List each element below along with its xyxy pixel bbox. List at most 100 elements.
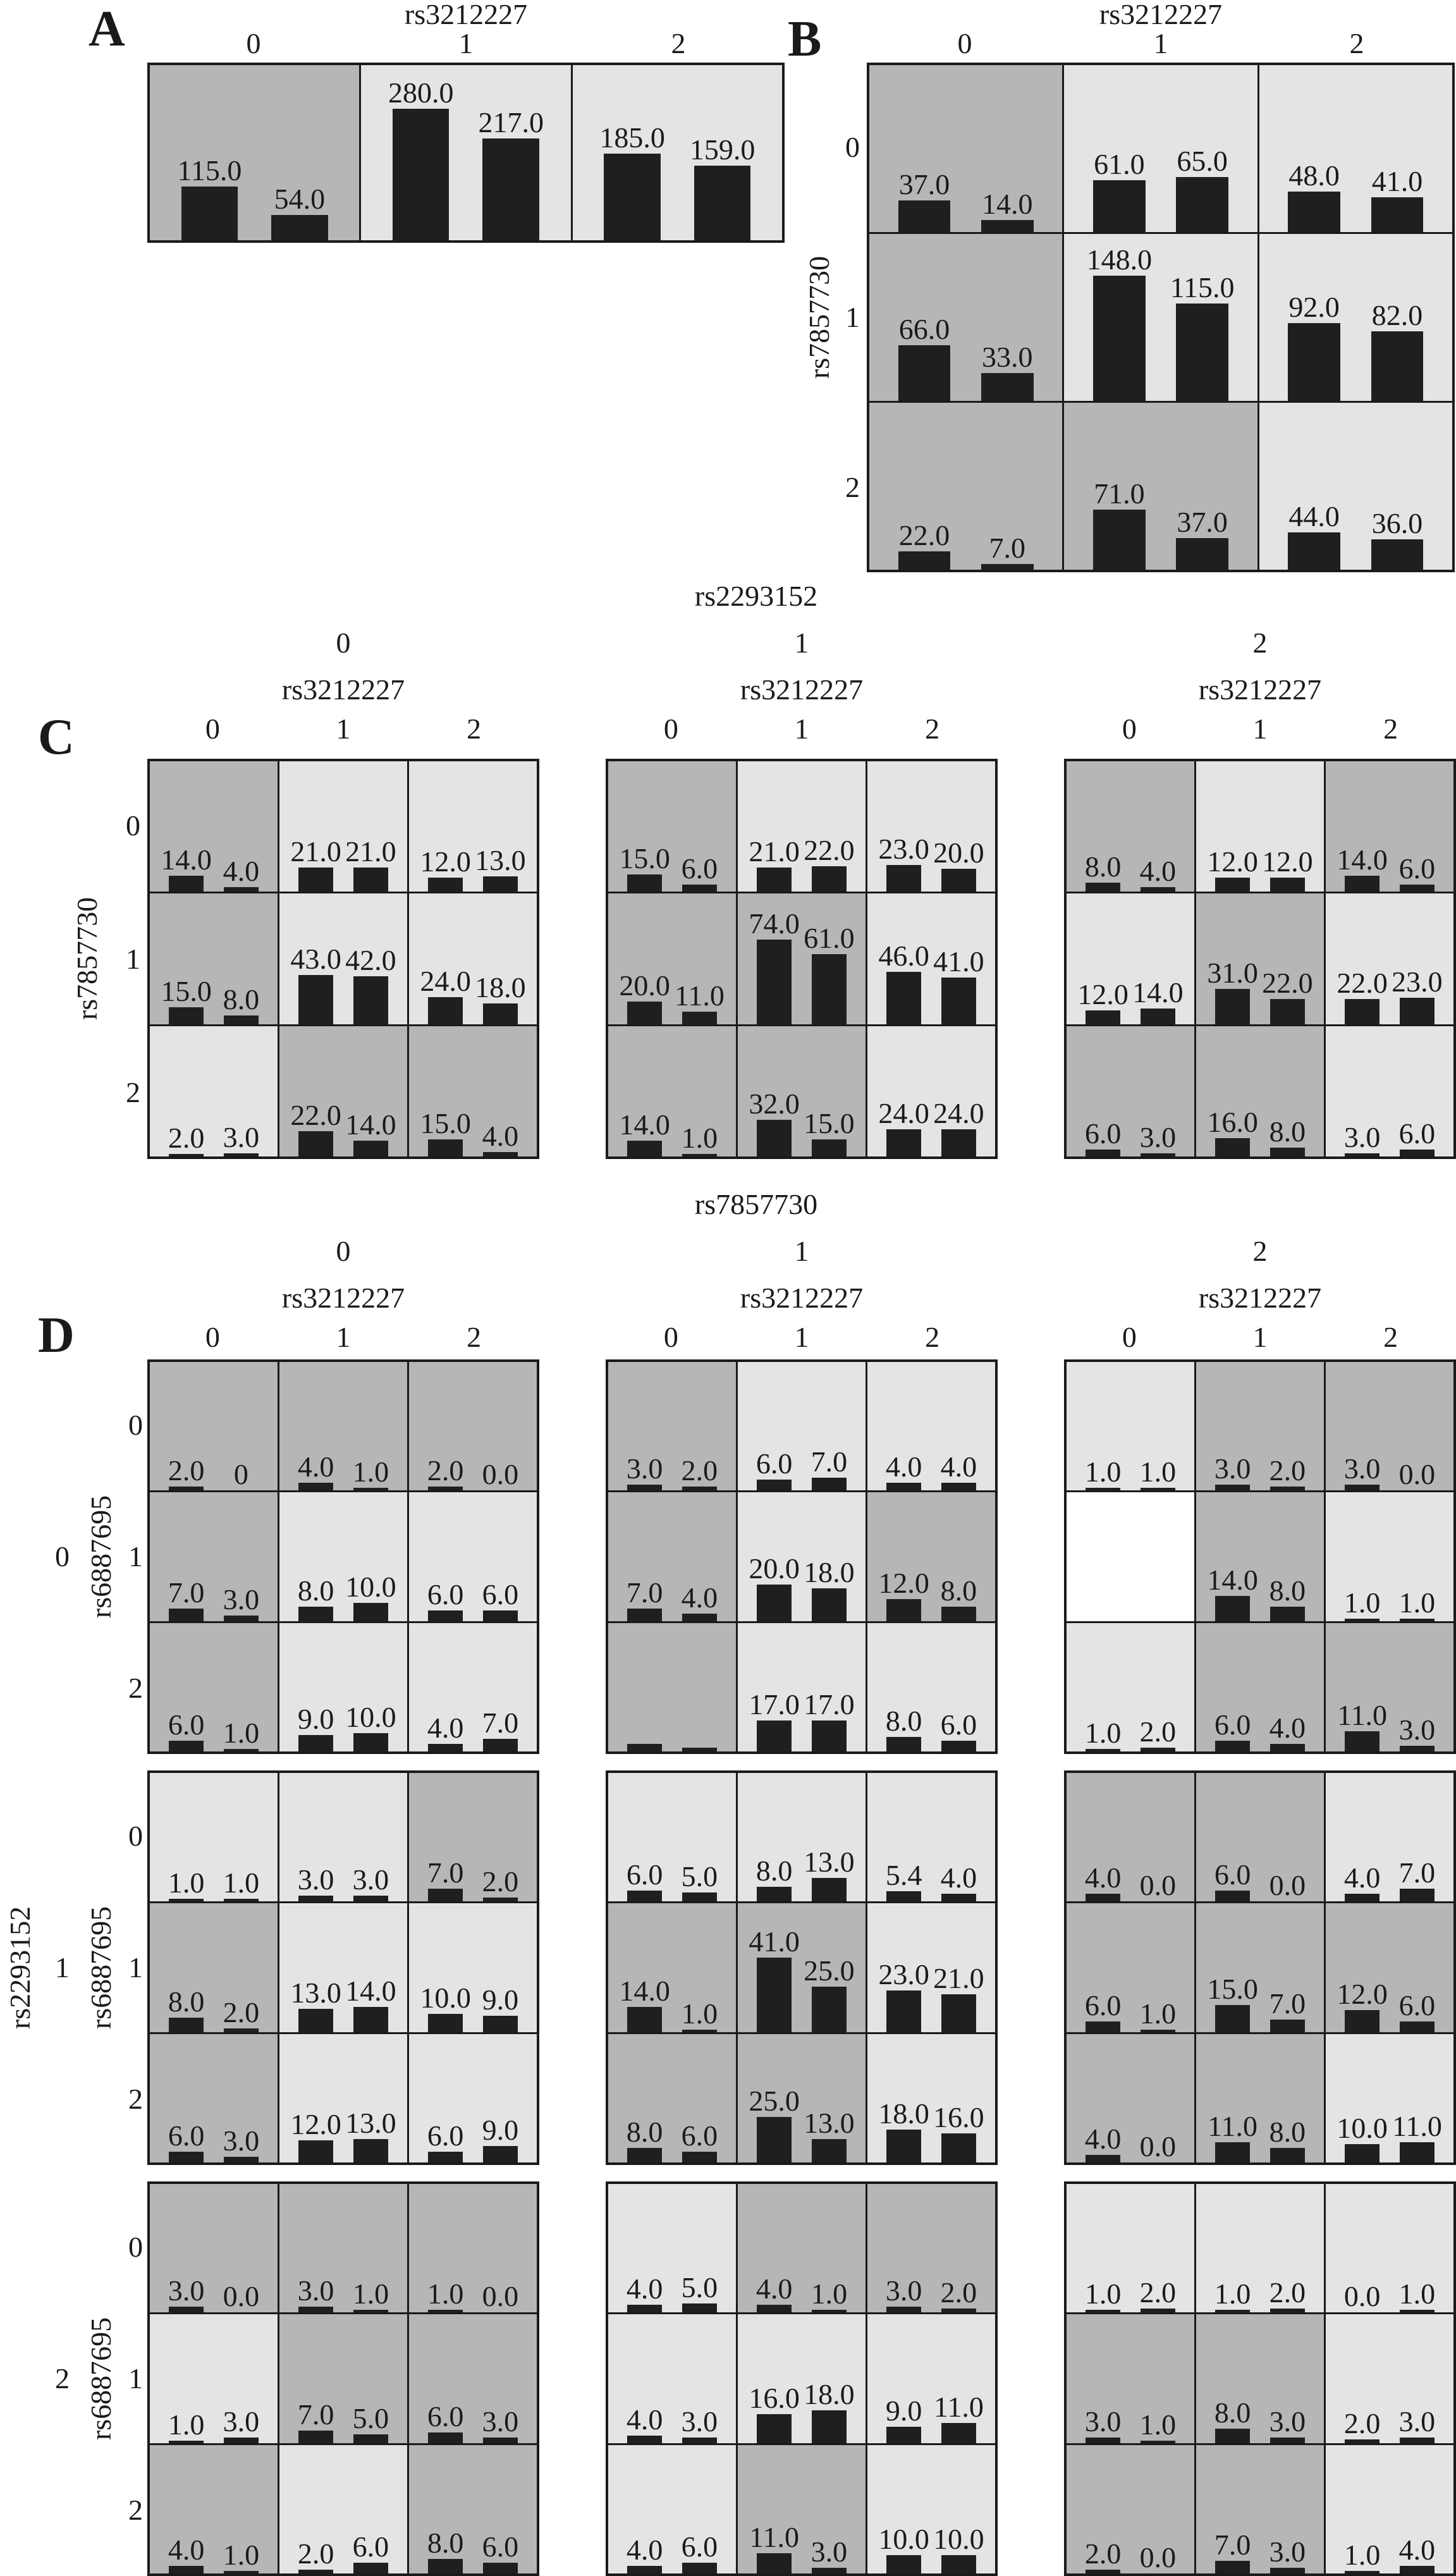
bar	[757, 1119, 792, 1156]
bar-value-label: 15.0	[619, 842, 670, 875]
bar-value-label: 3.0	[297, 1863, 334, 1896]
bar-value-label: 8.0	[940, 1574, 977, 1607]
bar-value-label: 22.0	[1337, 966, 1388, 999]
mosaic-cell: 8.0 6.0	[867, 1622, 995, 1751]
mosaic-cell: 4.0 4.0	[867, 1362, 995, 1491]
bar	[224, 2028, 259, 2032]
bar	[428, 2432, 463, 2443]
bar-value-label: 25.0	[804, 1954, 855, 1987]
mosaic-cell: 71.0 37.0	[1064, 403, 1257, 570]
bar	[682, 1613, 717, 1621]
col-label: 1	[794, 1321, 809, 1353]
panel-d-group-axis: rs7857730	[694, 1188, 818, 1220]
bar	[1400, 1745, 1435, 1751]
mosaic-cell: 12.0 14.0	[1067, 893, 1194, 1024]
bar	[886, 971, 921, 1024]
mosaic-cell: 3.0 2.0	[1196, 1362, 1324, 1491]
mosaic-cell: 23.0 20.0	[867, 761, 995, 892]
bar-value-label: 10.0	[345, 1700, 396, 1733]
bar	[1400, 885, 1435, 892]
mosaic-cell: 8.0 6.0	[608, 2033, 736, 2162]
bar-value-label: 2.0	[1084, 2537, 1122, 2570]
mosaic-cell: 43.0 42.0	[279, 893, 407, 1024]
mosaic-cell: 4.0 1.0	[738, 2184, 866, 2313]
bar	[1141, 1153, 1175, 1156]
bar-value-label: 23.0	[878, 833, 929, 866]
bar	[1400, 2021, 1435, 2032]
sub-title: rs3212227	[1198, 673, 1322, 706]
bar	[1288, 532, 1340, 570]
bar-value-label: 4.0	[885, 1451, 922, 1483]
mosaic-cell: 10.0 11.0	[1326, 2033, 1453, 2162]
bar-value-label: 6.0	[681, 2530, 718, 2563]
mosaic-cell: 3.0 6.0	[1326, 1026, 1453, 1156]
panel-d-grid-0-2: 1.0 1.0 3.0 2.0 3.0 0.0 14.0 8.0 1.0 1.0 1.0 2.0 6.0…	[1064, 1359, 1456, 1754]
bar-value-label: 4.0	[168, 2533, 205, 2566]
bar-value-label: 41.0	[1371, 165, 1423, 197]
col-label: 0	[663, 1321, 678, 1353]
bar-value-label: 37.0	[1177, 506, 1228, 538]
mosaic-cell: 12.0 8.0	[867, 1492, 995, 1621]
panel-b-grid: 37.0 14.0 61.0 65.0 48.0 41.0 66.0 33.0 148.0 115…	[867, 63, 1455, 572]
bar	[1086, 1010, 1120, 1024]
bar-value-label: 1.0	[168, 1867, 205, 1899]
bar-value-label: 10.0	[878, 2522, 929, 2555]
bar	[1345, 2009, 1380, 2032]
bar-value-label: 31.0	[1207, 956, 1258, 989]
mosaic-cell: 20.0 11.0	[608, 893, 736, 1024]
bar	[1345, 1485, 1380, 1491]
bar	[224, 2437, 259, 2443]
bar-value-label: 1.0	[352, 2278, 389, 2310]
bar-value-label: 7.0	[1269, 1987, 1306, 2020]
mosaic-cell: 2.0 6.0	[279, 2444, 407, 2573]
bar	[428, 1610, 463, 1621]
bar	[682, 2303, 717, 2313]
row-label: 1	[128, 1951, 143, 1984]
mosaic-cell: 4.0 5.0	[608, 2184, 736, 2313]
bar-value-label: 7.0	[297, 2398, 334, 2431]
bar-value-label: 12.0	[1077, 978, 1129, 1010]
bar-value-label: 4.0	[1269, 1711, 1306, 1744]
bar-value-label: 3.0	[626, 1452, 663, 1485]
mosaic-cell: 14.0 4.0	[150, 761, 278, 892]
bar-value-label: 6.0	[427, 1578, 464, 1610]
mosaic-cell: 15.0 7.0	[1196, 1903, 1324, 2032]
bar-value-label: 54.0	[274, 183, 326, 215]
mosaic-cell: 14.0 6.0	[1326, 761, 1453, 892]
mosaic-cell: 13.0 14.0	[279, 1903, 407, 2032]
bar	[1270, 2437, 1305, 2443]
bar	[298, 1606, 333, 1621]
mosaic-cell: 2.0 0.0	[409, 1362, 537, 1491]
bar	[682, 2437, 717, 2443]
bar-value-label: 16.0	[749, 2381, 800, 2414]
bar	[483, 876, 518, 892]
bar	[1345, 1894, 1380, 1902]
bar-value-label: 48.0	[1288, 159, 1340, 192]
mosaic-cell: 6.0 3.0	[150, 2033, 278, 2162]
col-label: 1	[458, 27, 474, 59]
bar-value-label: 66.0	[898, 313, 950, 345]
bar	[1345, 2570, 1380, 2573]
panel-a-grid: 115.0 54.0 280.0 217.0 185.0 159.0	[147, 63, 785, 243]
mosaic-cell: 6.0 9.0	[409, 2033, 537, 2162]
group-label: 2	[1252, 627, 1268, 659]
bar	[428, 997, 463, 1024]
bar-value-label: 2.0	[168, 1121, 205, 1154]
mosaic-cell: 3.0 0.0	[1326, 1362, 1453, 1491]
bar	[981, 564, 1034, 570]
bar-value-label: 6.0	[168, 1708, 205, 1741]
bar-value-label: 217.0	[478, 106, 544, 138]
bar-value-label: 7.0	[427, 1856, 464, 1889]
bar	[981, 220, 1034, 232]
mosaic-cell: 4.0 7.0	[1326, 1773, 1453, 1902]
bar	[1270, 1606, 1305, 1621]
bar	[298, 1896, 333, 1902]
bar	[224, 1153, 259, 1156]
bar	[483, 1610, 518, 1621]
panel-d-grid-0-0: 2.0 0 4.0 1.0 2.0 0.0 7.0 3.0 8.0 10.0 6.0 6.0 6.0 1.…	[147, 1359, 539, 1754]
mosaic-cell: 4.0 7.0	[409, 1622, 537, 1751]
bar-value-label: 14.0	[982, 188, 1033, 220]
bar	[169, 876, 204, 892]
bar-value-label: 37.0	[898, 168, 950, 200]
bar	[1215, 1485, 1250, 1491]
